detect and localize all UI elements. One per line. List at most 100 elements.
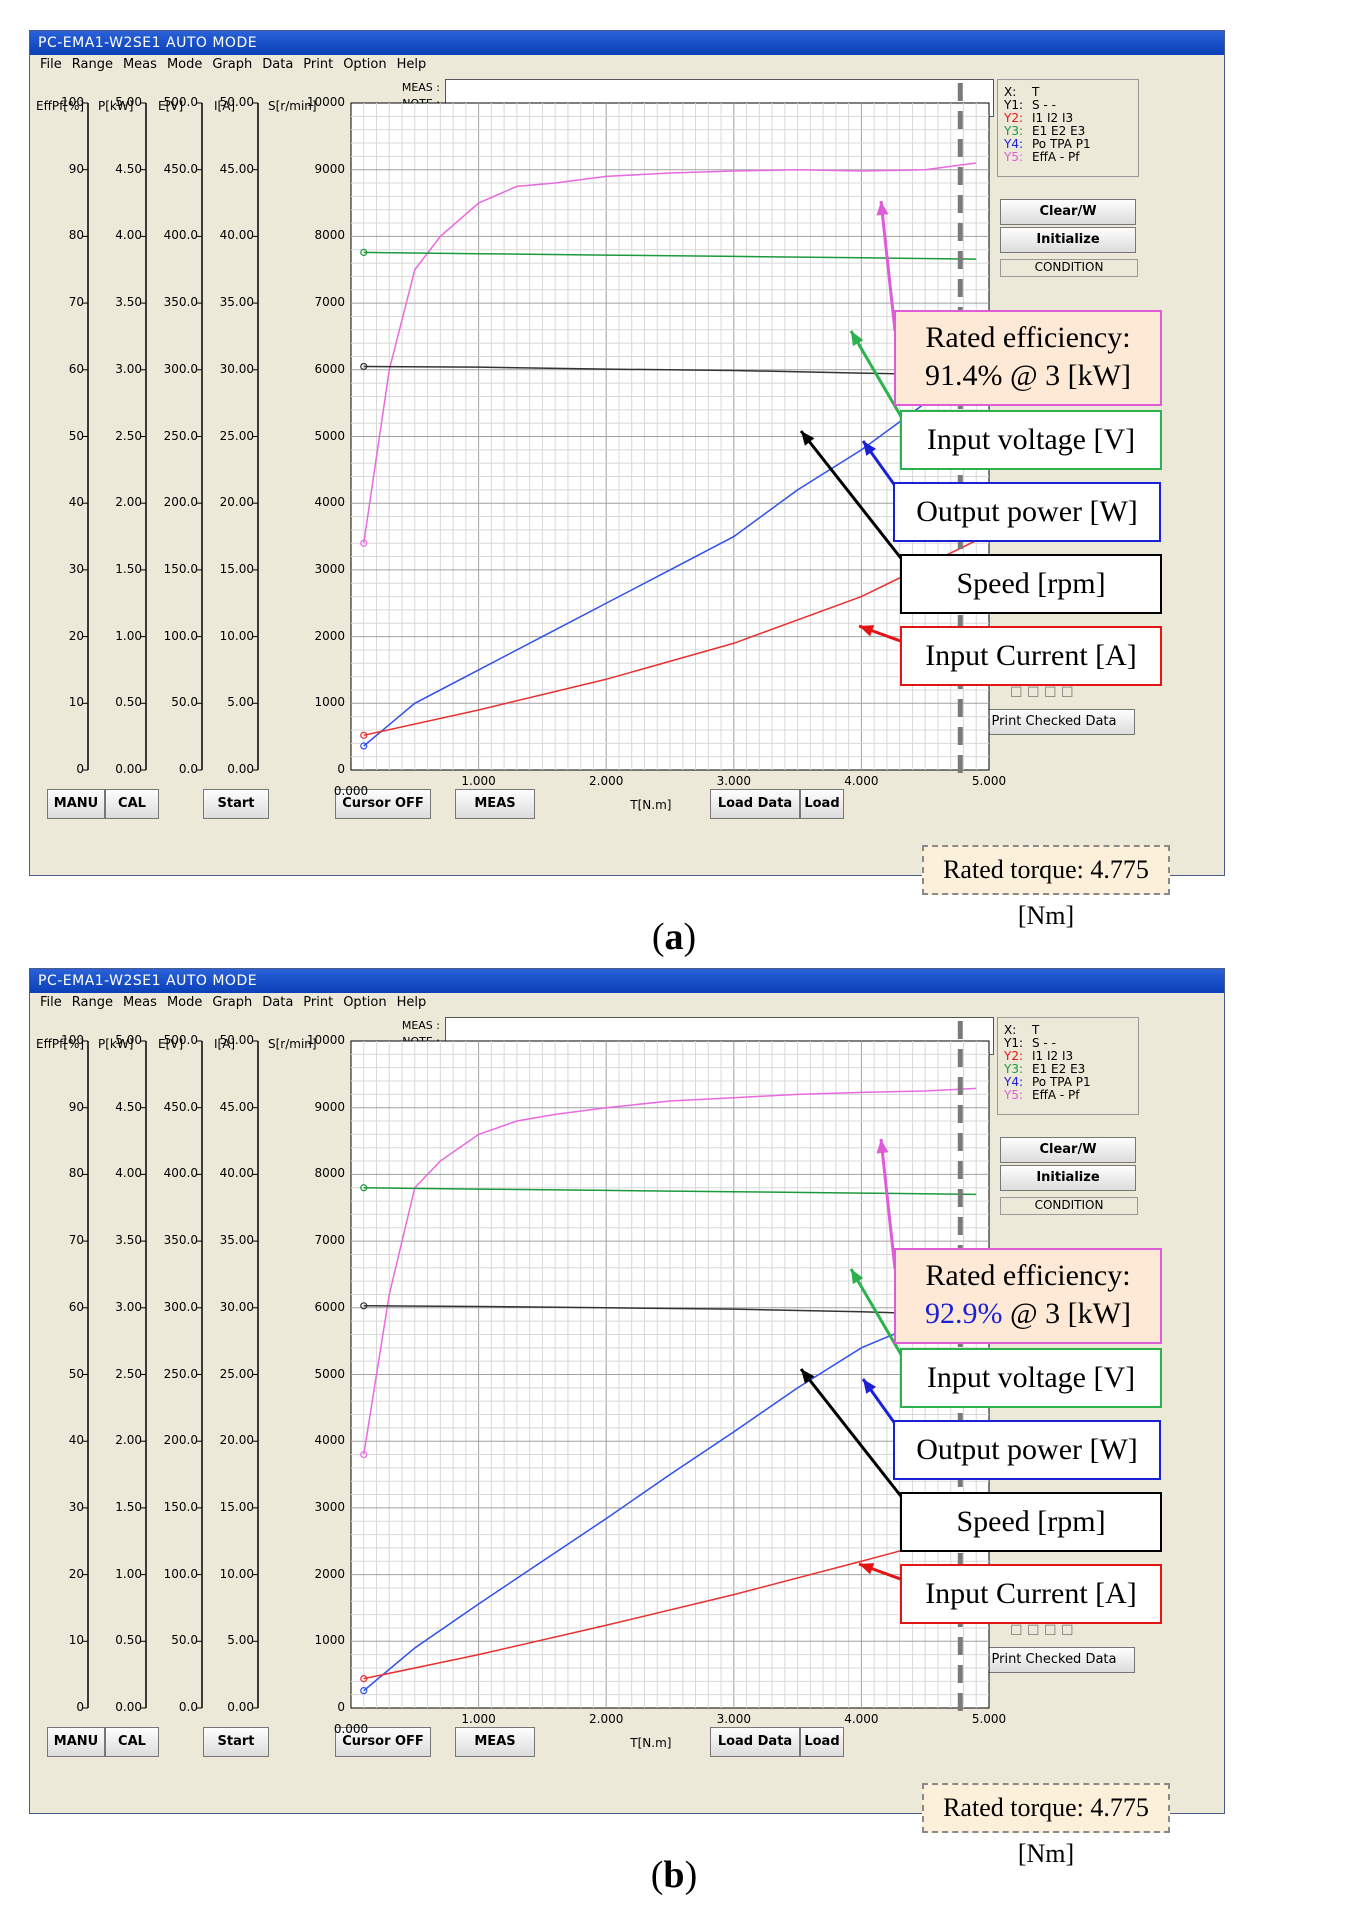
menu-item-print[interactable]: Print — [303, 57, 334, 72]
menu-item-graph[interactable]: Graph — [212, 995, 253, 1010]
initialize-button[interactable]: Initialize — [1000, 227, 1136, 253]
manu-button[interactable]: MANU — [47, 1727, 105, 1757]
y-tick-label: 15.00 — [219, 1499, 254, 1514]
rated-torque-callout: Rated torque: 4.775 [Nm] — [922, 845, 1170, 930]
callout-arrow-head — [851, 1269, 864, 1285]
plot-area — [82, 1021, 990, 1720]
initialize-button[interactable]: Initialize — [1000, 1165, 1136, 1191]
y-tick-label: 10.00 — [219, 1566, 254, 1581]
legend-value: S - - — [1032, 98, 1056, 112]
meas-label: MEAS : — [401, 1019, 440, 1032]
x-tick-label: 1.000 — [461, 774, 496, 788]
cal-button[interactable]: CAL — [105, 1727, 159, 1757]
callout-arrow-head — [859, 625, 875, 637]
series-start-point — [360, 1184, 368, 1192]
menu-item-file[interactable]: File — [40, 57, 62, 72]
rated-efficiency-value: 91.4% — [925, 359, 1003, 392]
legend-value: Po TPA P1 — [1032, 137, 1091, 151]
y-tick-label: 150.0 — [163, 1499, 198, 1514]
axis-header: P[kW] — [98, 1037, 134, 1051]
legend-value: I1 I2 I3 — [1032, 111, 1074, 125]
print-checked-data-button[interactable]: Print Checked Data — [973, 709, 1135, 735]
rated-efficiency-rest: @ 3 [kW] — [1002, 359, 1131, 392]
legend-value: I1 I2 I3 — [1032, 1049, 1074, 1063]
y-tick-label: 45.00 — [219, 1099, 254, 1114]
x-tick-label: 5.000 — [971, 1712, 1007, 1726]
axis-legend: X: T Y1: S - - Y2: I1 I2 I3 Y3: E1 E2 E3 Y4: Po T… — [997, 1017, 1139, 1115]
start-button[interactable]: Start — [203, 1727, 269, 1757]
y-tick-label: 1000 — [314, 695, 345, 710]
menu-item-file[interactable]: File — [40, 995, 62, 1010]
legend-row: X: T — [1004, 86, 1132, 99]
start-button[interactable]: Start — [203, 789, 269, 819]
y-tick-label: 0 — [76, 762, 84, 776]
callout-arrow — [799, 1368, 913, 1510]
menu-item-graph[interactable]: Graph — [212, 57, 253, 72]
y-tick-label: 3000 — [314, 1499, 345, 1514]
clear-w-button[interactable]: Clear/W — [1000, 199, 1136, 225]
x-tick-label: 3.000 — [716, 774, 751, 788]
y-tick-label: 0.50 — [115, 695, 142, 710]
meas-button[interactable]: MEAS — [455, 789, 535, 819]
y-tick-label: 2000 — [314, 628, 345, 643]
load-button[interactable]: Load — [800, 1727, 844, 1757]
y-tick-label: 10 — [68, 695, 84, 710]
menu-item-option[interactable]: Option — [343, 995, 387, 1010]
cursor-off-button[interactable]: Cursor OFF — [335, 1727, 431, 1757]
y-tick-label: 400.0 — [163, 1166, 198, 1181]
rated-torque-callout: Rated torque: 4.775 [Nm] — [922, 1783, 1170, 1868]
menu-item-print[interactable]: Print — [303, 995, 334, 1010]
y-tick-label: 1.00 — [115, 1566, 142, 1581]
y-tick-label: 4.50 — [115, 1099, 142, 1114]
print-checked-data-button[interactable]: Print Checked Data — [973, 1647, 1135, 1673]
y-tick-label: 2.50 — [115, 1366, 142, 1381]
menu-item-range[interactable]: Range — [71, 995, 113, 1010]
cal-button[interactable]: CAL — [105, 789, 159, 819]
speed-callout: Speed [rpm] — [900, 1492, 1162, 1552]
load-data-button[interactable]: Load Data — [710, 789, 800, 819]
rated-efficiency-title: Rated efficiency: — [925, 321, 1131, 354]
y-tick-label: 450.0 — [163, 161, 198, 176]
menu-item-meas[interactable]: Meas — [122, 57, 157, 72]
menu-item-mode[interactable]: Mode — [166, 57, 203, 72]
series-line-po — [363, 362, 977, 747]
legend-row: Y3: E1 E2 E3 — [1004, 125, 1132, 138]
callout-arrow — [849, 1268, 908, 1364]
manu-button[interactable]: MANU — [47, 789, 105, 819]
cursor-off-button[interactable]: Cursor OFF — [335, 789, 431, 819]
legend-row: Y1: S - - — [1004, 99, 1132, 112]
menu-item-range[interactable]: Range — [71, 57, 113, 72]
menu-item-help[interactable]: Help — [396, 995, 427, 1010]
y-tick-label: 2.00 — [115, 495, 142, 510]
meas-button[interactable]: MEAS — [455, 1727, 535, 1757]
y-tick-label: 30.00 — [219, 361, 254, 376]
legend-row: Y4: Po TPA P1 — [1004, 138, 1132, 151]
legend-value: E1 E2 E3 — [1032, 124, 1086, 138]
y-tick-label: 4000 — [314, 1433, 345, 1448]
menu-item-data[interactable]: Data — [262, 57, 294, 72]
y-tick-label: 0.00 — [115, 762, 142, 776]
legend-row: Y5: EffA - Pf — [1004, 1089, 1132, 1102]
load-data-button[interactable]: Load Data — [710, 1727, 800, 1757]
y-tick-label: 40 — [68, 495, 84, 510]
legend-value: E1 E2 E3 — [1032, 1062, 1086, 1076]
y-tick-label: 3.00 — [115, 1299, 142, 1314]
load-button[interactable]: Load — [800, 789, 844, 819]
y-tick-label: 0.00 — [227, 1700, 254, 1714]
legend-key: Y4: — [1004, 1075, 1024, 1089]
y-tick-label: 70 — [68, 1233, 84, 1248]
menu-item-help[interactable]: Help — [396, 57, 427, 72]
menu-item-data[interactable]: Data — [262, 995, 294, 1010]
callout-arrow — [849, 330, 908, 426]
menu-item-mode[interactable]: Mode — [166, 995, 203, 1010]
menu-item-option[interactable]: Option — [343, 57, 387, 72]
page-checkboxes[interactable]: ☐ ☐ ☐ ☐ — [1010, 1623, 1074, 1639]
menu-item-meas[interactable]: Meas — [122, 995, 157, 1010]
clear-w-button[interactable]: Clear/W — [1000, 1137, 1136, 1163]
page-checkboxes[interactable]: ☐ ☐ ☐ ☐ — [1010, 685, 1074, 701]
y-tick-label: 1000 — [314, 1633, 345, 1648]
callout-arrow-head — [863, 441, 877, 456]
y-tick-label: 25.00 — [219, 1366, 254, 1381]
series-start-point — [360, 1687, 368, 1695]
plot-area — [82, 83, 990, 782]
